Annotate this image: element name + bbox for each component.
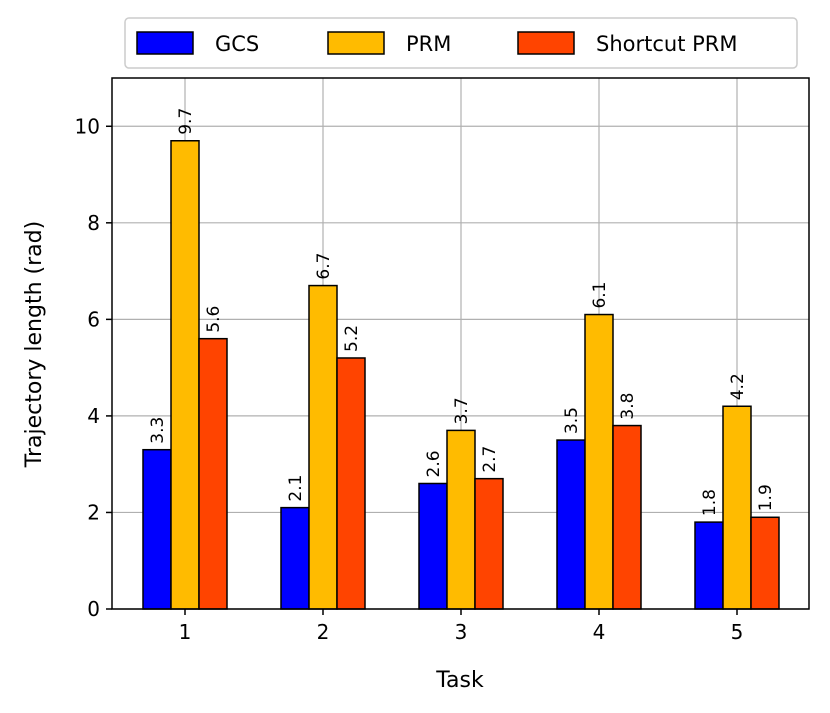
y-tick-label: 0 [87, 597, 100, 621]
bar-shortcut-prm [336, 357, 366, 610]
bar-gcs [142, 448, 172, 610]
y-tick-label: 8 [87, 211, 100, 235]
bar-gcs [556, 439, 586, 610]
data-label: 1.9 [756, 484, 776, 511]
x-tick-label: 1 [179, 620, 192, 644]
data-label: 5.6 [204, 306, 224, 333]
y-axis-label: Trajectory length (rad) [22, 221, 47, 468]
legend-label: GCS [215, 32, 259, 56]
bar-prm [584, 313, 614, 610]
bars-group [142, 140, 780, 610]
bar-shortcut-prm [198, 337, 228, 610]
legend-label: Shortcut PRM [596, 32, 738, 56]
data-label: 6.7 [314, 253, 334, 280]
y-tick-label: 10 [75, 114, 100, 138]
bar-shortcut-prm [750, 516, 780, 610]
data-label: 3.3 [148, 417, 168, 444]
y-tick-label: 2 [87, 500, 100, 524]
data-label: 1.8 [700, 489, 720, 516]
data-label: 9.7 [176, 108, 196, 135]
legend-frame [124, 17, 798, 69]
data-label: 3.5 [562, 407, 582, 434]
bar-gcs [694, 521, 724, 610]
data-label: 3.8 [618, 393, 638, 420]
data-labels-group: 3.3 2.1 2.6 3.5 1.8 9.7 6.7 3.7 6.1 4.2 5.6 5.2 2.7 3… [148, 108, 776, 516]
y-tick-label: 4 [87, 404, 100, 428]
data-label: 2.7 [480, 446, 500, 473]
data-label: 4.2 [728, 373, 748, 400]
data-label: 5.2 [342, 325, 362, 352]
legend-swatch [517, 31, 575, 55]
data-label: 6.1 [590, 281, 610, 308]
data-label: 2.6 [424, 450, 444, 477]
bar-gcs [280, 506, 310, 610]
y-tick-label: 6 [87, 307, 100, 331]
x-tick-label: 3 [455, 620, 468, 644]
bar-prm [170, 140, 200, 610]
x-tick-label: 5 [731, 620, 744, 644]
bar-gcs [418, 482, 448, 610]
bar-shortcut-prm [612, 424, 642, 610]
bar-prm [722, 405, 752, 610]
legend-swatch [136, 31, 194, 55]
legend-swatch [327, 31, 385, 55]
bar-prm [446, 429, 476, 610]
legend: GCS PRM Shortcut PRM [124, 17, 798, 69]
x-axis-label: Task [435, 668, 484, 693]
bar-shortcut-prm [474, 477, 504, 610]
x-tick-label: 2 [317, 620, 330, 644]
x-tick-label: 4 [593, 620, 606, 644]
legend-label: PRM [406, 32, 451, 56]
data-label: 3.7 [452, 397, 472, 424]
bar-prm [308, 284, 338, 610]
data-label: 2.1 [286, 475, 306, 502]
